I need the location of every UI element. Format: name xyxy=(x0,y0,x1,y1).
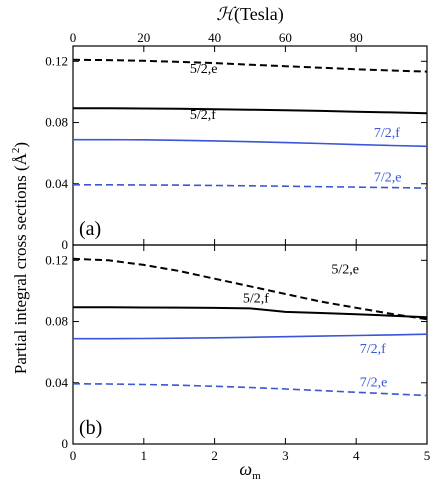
y-axis-title-superscript: 2 xyxy=(10,148,22,154)
top-axis-tick-label-0: 0 xyxy=(70,30,77,45)
panel-2-series-label-0: 5/2,e xyxy=(331,262,359,277)
bottom-axis-tick-label-5: 5 xyxy=(424,448,431,463)
panel-1-letter: (a) xyxy=(79,218,101,240)
panel-2-series-7-2-f-line xyxy=(73,333,428,340)
top-axis-tick-label-2: 40 xyxy=(208,30,221,45)
panel-2-series-5-2-e-line xyxy=(72,257,428,321)
bottom-axis-tick-label-2: 2 xyxy=(211,448,218,463)
panel-1-series-7-2-e-line xyxy=(73,184,428,189)
top-axis-tick-label-1: 20 xyxy=(137,30,150,45)
panel-2-series-label-3: 7/2,e xyxy=(360,376,388,391)
panel-1-series-label-3: 7/2,e xyxy=(374,170,402,185)
panel-1-series-5-2-e-line xyxy=(72,58,428,73)
panel-1-series-label-2: 7/2,f xyxy=(374,126,400,141)
panel-2-series-label-2: 7/2,f xyxy=(360,342,386,357)
top-axis-tick-label-3: 60 xyxy=(279,30,292,45)
top-axis-title-symbol: ℋ xyxy=(216,4,237,24)
panel-2-ytick-label-1: 0.04 xyxy=(45,375,68,390)
bottom-axis-tick-label-3: 3 xyxy=(282,448,289,463)
panel-1-series-label-1: 5/2,f xyxy=(190,108,216,123)
panel-1-ytick-label-0: 0 xyxy=(62,237,69,252)
panel-2-ytick-label-0: 0 xyxy=(62,436,69,451)
panel-frame-2 xyxy=(72,244,428,445)
y-axis-title-close: ) xyxy=(11,142,30,148)
bottom-axis-title-subscript: m xyxy=(252,470,261,482)
panel-2-series-5-2-f-line xyxy=(73,306,428,319)
panel-1-series-7-2-f-line xyxy=(73,138,428,148)
bottom-axis-tick-label-4: 4 xyxy=(353,448,360,463)
panel-1-series-5-2-f-line xyxy=(73,107,428,115)
panel-2-series-7-2-e-line xyxy=(72,383,428,397)
bottom-axis-title: ωm xyxy=(239,459,261,482)
chart-marks: 0 20 40 60 80 0 1 2 3 4 5 0 0.04 0.08 0.12 5/2,e 5/2,f 7/… xyxy=(45,30,430,463)
panel-2-ytick-label-3: 0.12 xyxy=(45,252,68,267)
panel-1-ytick-label-1: 0.04 xyxy=(45,176,68,191)
y-axis-title: Partial integral cross sections (Å2) xyxy=(10,142,30,374)
panel-1-ytick-label-2: 0.08 xyxy=(45,115,68,130)
panel-1-ytick-label-3: 0.12 xyxy=(45,53,68,68)
top-axis-tick-label-4: 80 xyxy=(350,30,363,45)
bottom-axis-tick-label-0: 0 xyxy=(70,448,77,463)
y-axis-title-text: Partial integral cross sections (Å xyxy=(11,152,30,374)
panel-1-series-label-0: 5/2,e xyxy=(190,62,218,77)
panel-2-ytick-label-2: 0.08 xyxy=(45,314,68,329)
top-axis-title-unit: (Tesla) xyxy=(234,4,284,25)
panel-2-letter: (b) xyxy=(79,417,102,439)
panel-2-series-label-1: 5/2,f xyxy=(243,291,269,306)
bottom-axis-tick-label-1: 1 xyxy=(141,448,148,463)
top-axis-title: ℋ(Tesla) xyxy=(216,4,284,25)
bottom-axis-title-symbol: ω xyxy=(239,459,252,479)
